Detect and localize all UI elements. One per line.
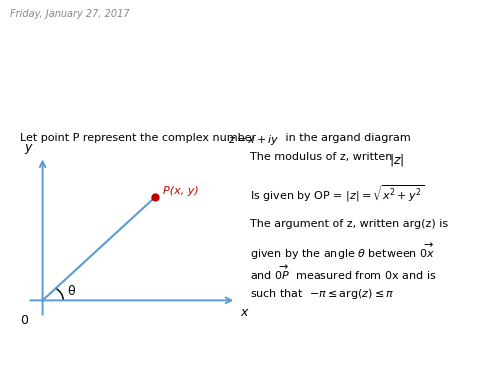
Text: Let point P represent the complex number: Let point P represent the complex number <box>20 133 260 143</box>
Text: y: y <box>24 141 31 154</box>
Text: 0: 0 <box>20 314 28 327</box>
Text: given by the angle $\theta$ between $\overrightarrow{0x}$: given by the angle $\theta$ between $\ov… <box>250 242 436 262</box>
Text: $z = x + iy$: $z = x + iy$ <box>228 133 279 147</box>
Text: $|z|$: $|z|$ <box>389 152 404 168</box>
Text: complex number: complex number <box>167 86 338 105</box>
Text: The modulus of z, written: The modulus of z, written <box>250 152 396 162</box>
Text: P(x, y): P(x, y) <box>163 186 198 196</box>
Text: in the argand diagram: in the argand diagram <box>282 133 411 143</box>
Text: Modulus & Argument of a: Modulus & Argument of a <box>124 47 382 66</box>
Text: Is given by OP = $|z| = \sqrt{x^2 + y^2}$: Is given by OP = $|z| = \sqrt{x^2 + y^2}… <box>250 184 424 204</box>
Text: θ: θ <box>67 285 74 298</box>
Text: The argument of z, written arg(z) is: The argument of z, written arg(z) is <box>250 219 448 230</box>
Text: and $\overrightarrow{0P}$  measured from 0x and is: and $\overrightarrow{0P}$ measured from … <box>250 264 436 282</box>
Text: Friday, January 27, 2017: Friday, January 27, 2017 <box>10 9 130 20</box>
Text: x: x <box>240 306 248 319</box>
Text: such that  $-\pi \leq \mathrm{arg}(z) \leq \pi$: such that $-\pi \leq \mathrm{arg}(z) \le… <box>250 287 394 301</box>
